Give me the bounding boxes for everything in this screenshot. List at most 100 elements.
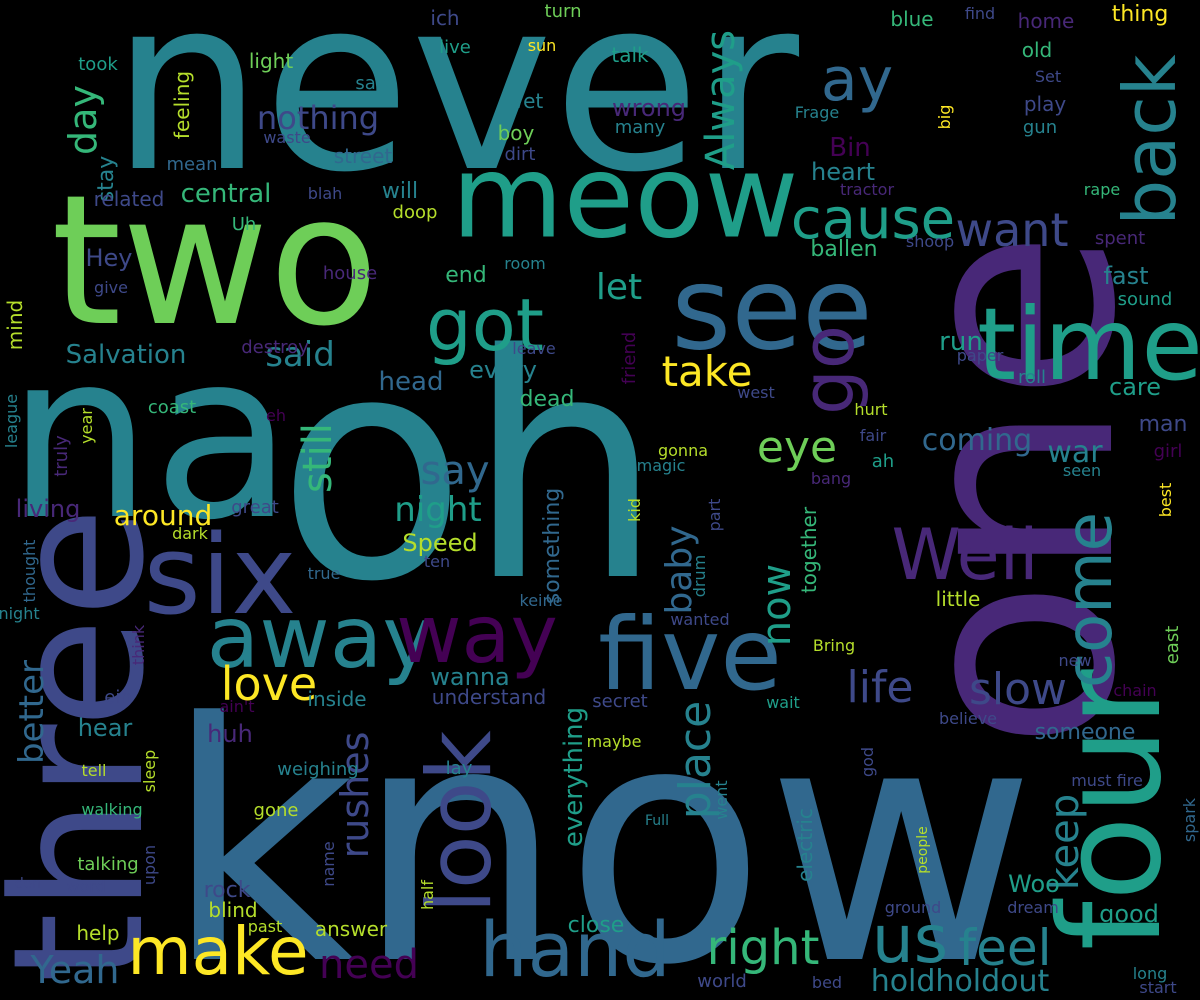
word-west: west: [737, 383, 775, 402]
word-street: street: [333, 144, 393, 168]
word-wet: wet: [506, 89, 544, 113]
word-said: said: [265, 335, 335, 375]
word-dirt: dirt: [504, 144, 536, 165]
word-roll: roll: [1017, 367, 1047, 388]
word-go: go: [786, 325, 870, 415]
word-true: true: [307, 564, 341, 583]
word-think: think: [129, 624, 148, 666]
word-know: know: [163, 653, 1037, 1000]
word-ten: ten: [423, 552, 451, 571]
word-end: end: [445, 263, 487, 288]
word-inside: inside: [307, 687, 367, 711]
word-paper: paper: [956, 346, 1004, 365]
word-thought: thought: [20, 539, 39, 603]
word-fast: fast: [1103, 262, 1149, 290]
word-something: something: [540, 487, 565, 605]
word-talk: talk: [611, 43, 649, 67]
word-related: related: [93, 187, 165, 211]
word-answer: answer: [314, 917, 388, 941]
word-electric: electric: [793, 808, 817, 882]
word-everything: everything: [559, 706, 589, 848]
word-leave: leave: [512, 339, 556, 358]
word-together: together: [797, 506, 821, 594]
word-year: year: [77, 408, 96, 444]
word-saw: saw: [355, 73, 391, 94]
word-speed: Speed: [402, 529, 478, 557]
word-bring: Bring: [812, 636, 856, 655]
word-heart: heart: [811, 158, 875, 186]
word-back: back: [1108, 54, 1192, 226]
word-us: us: [871, 901, 949, 978]
word-secret: secret: [592, 691, 648, 712]
word-still: still: [295, 423, 341, 493]
word-day: day: [61, 85, 105, 155]
word-drum: drum: [690, 554, 709, 598]
word-central: central: [180, 179, 272, 209]
word-war: war: [1047, 435, 1103, 470]
word-truly: truly: [51, 435, 72, 477]
word-five: five: [598, 596, 782, 713]
word-took: took: [78, 54, 118, 75]
word-meow: meow: [451, 130, 799, 265]
word-upon: upon: [140, 844, 159, 886]
word-ground: ground: [884, 898, 942, 917]
word-huh: huh: [207, 720, 253, 748]
word-long: long: [1132, 964, 1168, 983]
word-boy: boy: [497, 121, 535, 145]
word-talking: talking: [77, 854, 139, 875]
word-gone: gone: [253, 800, 299, 821]
word-good: good: [1099, 900, 1159, 928]
word-set: Set: [1034, 67, 1062, 86]
word-rape: rape: [1083, 180, 1121, 199]
word-don: don: [14, 876, 42, 892]
word-run: run: [939, 327, 983, 357]
word-tell: tell: [81, 761, 107, 780]
word-close: close: [567, 913, 625, 938]
word-mind: mind: [3, 299, 27, 351]
word-many: many: [614, 117, 666, 138]
word-went: went: [712, 780, 731, 820]
word-understand: understand: [431, 685, 547, 709]
word-blah: blah: [307, 184, 343, 203]
word-say: say: [420, 448, 490, 494]
word-maybe: maybe: [586, 732, 642, 751]
word-ah: ah: [871, 451, 895, 472]
word-half: half: [418, 879, 437, 911]
word-hurt: hurt: [854, 400, 888, 419]
word-weighing: weighing: [277, 759, 359, 780]
word-someone: someone: [1034, 720, 1136, 745]
word-give: give: [94, 278, 128, 297]
word-must-fire: must fire: [1071, 771, 1143, 790]
word-little: little: [935, 587, 981, 611]
word-time: time: [977, 286, 1200, 403]
word-fair: fair: [859, 426, 887, 445]
word-doop: doop: [392, 202, 438, 223]
word-part: part: [705, 498, 724, 532]
word-blind: blind: [208, 898, 258, 922]
word-right: right: [706, 920, 820, 976]
word-life: life: [846, 662, 914, 713]
word-find: find: [964, 4, 996, 23]
word-two: two: [51, 157, 379, 366]
word-blue: blue: [890, 7, 934, 31]
word-living: living: [15, 495, 81, 523]
word-ein: ein: [104, 687, 132, 708]
word-spent: spent: [1094, 228, 1146, 249]
word-woo: Woo: [1008, 870, 1060, 898]
word-shoop: shoop: [905, 232, 955, 251]
word-salvation: Salvation: [65, 340, 187, 370]
word-destroy: destroy: [241, 337, 309, 358]
word-coming: coming: [921, 423, 1033, 458]
word-need: need: [319, 942, 419, 988]
word-never: never: [110, 0, 800, 225]
word-tractor: tractor: [839, 180, 895, 199]
word-wrong: wrong: [611, 94, 687, 122]
word-new: new: [1058, 651, 1092, 670]
word-bed: bed: [811, 973, 843, 992]
word-thing: thing: [1111, 2, 1169, 27]
word-will: will: [381, 179, 419, 204]
word-ballen: ballen: [810, 237, 878, 262]
word-east: east: [1162, 625, 1183, 665]
word-ay: ay: [820, 45, 894, 115]
